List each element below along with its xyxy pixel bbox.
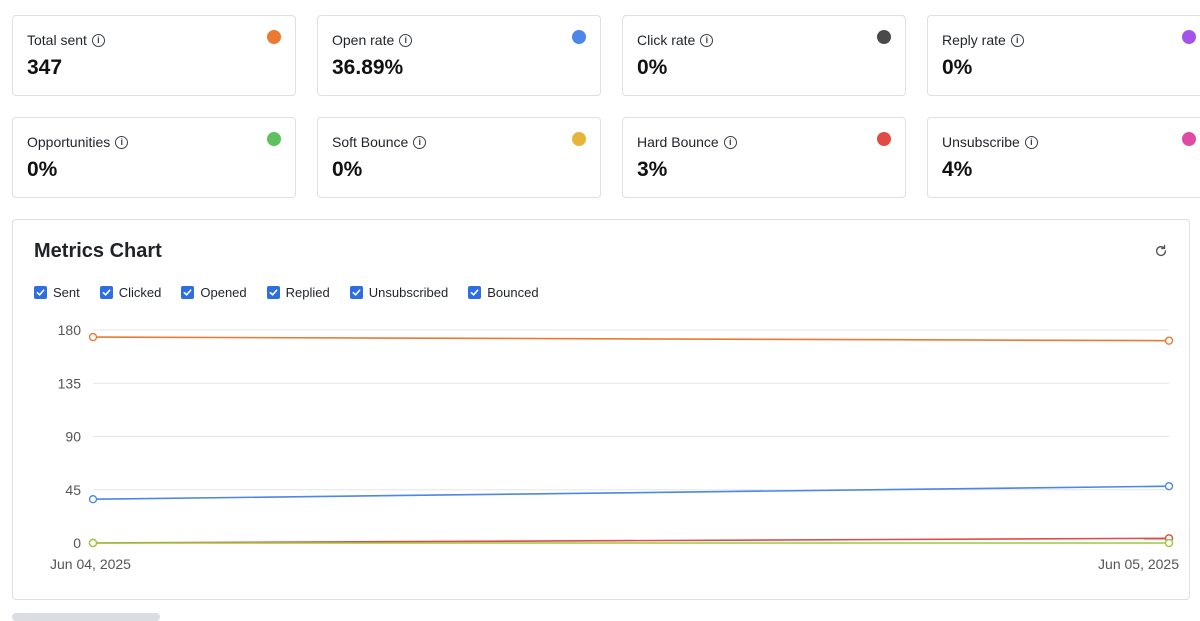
data-point[interactable] [1164, 482, 1174, 491]
legend-label: Sent [53, 285, 80, 300]
stat-value: 4% [942, 158, 973, 181]
data-point[interactable] [88, 332, 98, 342]
y-tick-label: 90 [65, 429, 81, 445]
stat-card-reply-rate: Reply rate i 0% [927, 15, 1200, 96]
stat-card-open-rate: Open rate i 36.89% [317, 15, 601, 96]
info-icon[interactable]: i [1010, 33, 1024, 47]
y-tick-label: 180 [58, 322, 82, 338]
stat-color-dot [877, 30, 891, 44]
horizontal-scrollbar[interactable] [12, 613, 160, 621]
stat-color-dot [1182, 30, 1196, 44]
x-tick-label: Jun 04, 2025 [50, 556, 131, 572]
stat-value: 3% [637, 158, 668, 181]
stat-label-text: Open rate [332, 32, 395, 48]
stat-label: Hard Bounce i [637, 134, 737, 150]
info-icon[interactable]: i [700, 33, 714, 47]
legend-label: Clicked [118, 285, 162, 300]
info-icon[interactable]: i [1024, 135, 1038, 149]
stat-value: 0% [942, 56, 973, 79]
stat-color-dot [267, 132, 281, 146]
stat-color-dot [267, 30, 281, 44]
legend-item-opened[interactable]: Opened [181, 285, 247, 300]
metrics-chart-card: Metrics Chart Sent Clicked Opened Replied Un… [12, 219, 1190, 600]
info-icon[interactable]: i [91, 33, 105, 47]
stat-value: 347 [27, 56, 63, 79]
stat-label-text: Hard Bounce [637, 134, 719, 150]
y-tick-label: 0 [73, 535, 81, 551]
line-chart: 0 45 90 135 180 Jun 04, 2025 Jun 05, 2025 [50, 322, 1179, 572]
legend-item-sent[interactable]: Sent [34, 285, 80, 300]
info-icon[interactable]: i [399, 33, 413, 47]
checkbox-checked-icon[interactable] [34, 286, 47, 299]
legend-item-bounced[interactable]: Bounced [468, 285, 539, 300]
stat-color-dot [877, 132, 891, 146]
chart-title: Metrics Chart [34, 240, 162, 262]
stat-card-soft-bounce: Soft Bounce i 0% [317, 117, 601, 198]
stat-card-unsubscribe: Unsubscribe i 4% [927, 117, 1200, 198]
series-line [92, 336, 1170, 342]
series-line [92, 485, 1170, 501]
info-icon[interactable]: i [413, 135, 427, 149]
refresh-icon[interactable] [1154, 244, 1168, 258]
stat-label-text: Unsubscribe [942, 134, 1020, 150]
stat-card-opportunities: Opportunities i 0% [12, 117, 296, 198]
stat-value: 0% [637, 56, 668, 79]
data-point[interactable] [88, 495, 98, 504]
stat-card-click-rate: Click rate i 0% [622, 15, 906, 96]
checkbox-checked-icon[interactable] [266, 286, 280, 299]
legend-label: Bounced [487, 285, 539, 300]
stat-label: Open rate i [332, 32, 413, 48]
stat-label: Reply rate i [942, 32, 1024, 48]
checkbox-checked-icon[interactable] [349, 286, 363, 299]
checkbox-checked-icon[interactable] [468, 286, 482, 299]
y-tick-label: 135 [58, 375, 82, 391]
stat-label: Click rate i [637, 32, 714, 48]
x-tick-label: Jun 05, 2025 [1098, 556, 1179, 572]
legend-item-unsubscribed[interactable]: Unsubscribed [349, 285, 449, 300]
stat-card-total-sent: Total sent i 347 [12, 15, 296, 96]
stat-value: 0% [27, 158, 58, 181]
data-point[interactable] [1164, 336, 1174, 345]
data-point[interactable] [1164, 538, 1174, 548]
stat-label-text: Click rate [637, 32, 696, 48]
legend-label: Opened [200, 285, 247, 300]
stat-label-text: Reply rate [942, 32, 1006, 48]
stat-color-dot [572, 30, 586, 44]
legend-label: Replied [285, 285, 330, 300]
stat-label-text: Soft Bounce [332, 134, 409, 150]
legend-item-clicked[interactable]: Clicked [99, 285, 162, 300]
stat-label-text: Total sent [27, 32, 87, 48]
stat-label: Total sent i [27, 32, 105, 48]
stat-card-hard-bounce: Hard Bounce i 3% [622, 117, 906, 198]
info-icon[interactable]: i [723, 135, 737, 149]
legend-label: Unsubscribed [368, 285, 449, 300]
legend-item-replied[interactable]: Replied [266, 285, 330, 300]
stat-label: Soft Bounce i [332, 134, 427, 150]
checkbox-checked-icon[interactable] [99, 286, 113, 299]
stat-value: 0% [332, 158, 363, 181]
data-point[interactable] [88, 538, 98, 548]
y-tick-label: 45 [65, 482, 81, 498]
stat-color-dot [572, 132, 586, 146]
stat-label-text: Opportunities [27, 134, 111, 150]
stat-label: Opportunities i [27, 134, 129, 150]
stat-label: Unsubscribe i [942, 134, 1038, 150]
info-icon[interactable]: i [115, 135, 129, 149]
chart-legend: Sent Clicked Opened Replied Unsubscribed Boun… [34, 285, 539, 300]
stat-color-dot [1182, 132, 1196, 146]
checkbox-checked-icon[interactable] [181, 286, 195, 299]
stat-value: 36.89% [332, 56, 404, 79]
